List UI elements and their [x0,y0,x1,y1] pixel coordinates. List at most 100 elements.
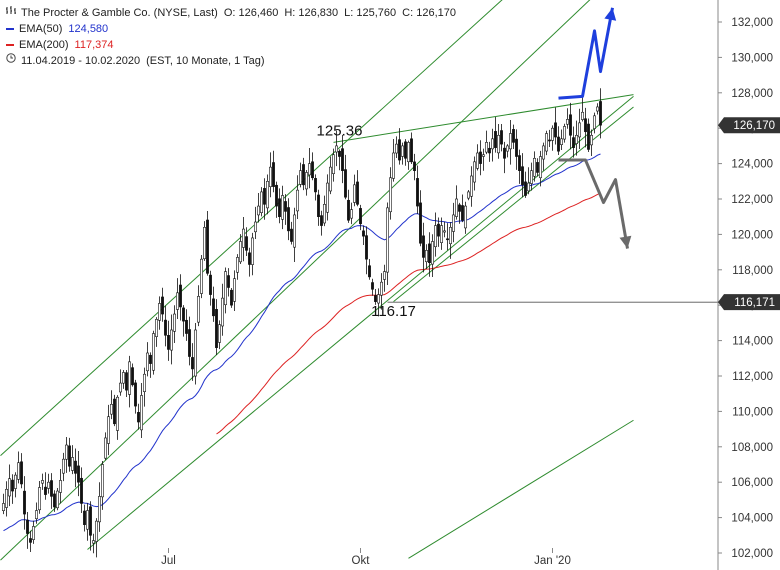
candle [149,352,152,378]
candle-body [11,479,14,492]
candle [428,232,431,277]
candle [122,369,125,389]
candle [47,473,50,494]
candle-body [350,209,353,219]
candle-body [362,230,365,237]
candle-body [272,162,275,187]
candle [458,202,461,224]
candle [170,314,173,365]
candle-body [539,156,542,179]
y-tick-label: 108,000 [731,442,773,454]
candle [500,123,503,152]
channel-mid-line [0,0,591,561]
candle [134,379,137,414]
candle-body [536,162,539,173]
candle [374,289,377,305]
candle-body [500,130,503,145]
y-tick-label: 130,000 [731,52,773,64]
x-tick-label: Jan '20 [534,555,571,567]
candle [290,221,293,245]
candle-body [296,189,299,212]
candle [353,174,356,207]
candle-body [119,382,122,393]
last-price-tag: 126,170 [733,120,775,132]
ohlc-close: 126,170 [416,7,456,19]
candle-body [128,361,131,395]
bullish-scenario-arrow-head [604,7,617,21]
candle-body [146,352,149,372]
candle [326,174,329,221]
candle-body [248,252,251,265]
candle-body [47,481,50,489]
candle-body [224,271,227,306]
ohlc-high: 126,830 [298,7,339,19]
y-tick-label: 112,000 [732,371,773,383]
candle [32,520,35,544]
candle-body [59,480,62,493]
candle-body [365,235,368,260]
candle [545,130,548,156]
candle-body [404,141,407,159]
candle-body [554,122,557,138]
candle-body [314,178,317,193]
candle-body [371,282,374,290]
candle-body [521,166,524,186]
ema200-line-group [216,192,601,435]
candle [200,255,203,299]
candle-body [485,142,488,153]
candle-body [518,155,521,171]
candle [332,148,335,182]
chart-legend: The Procter & Gamble Co. (NYSE, Last) O:… [6,5,456,69]
candle [92,533,95,554]
candle [581,96,584,122]
candle-body [188,329,191,357]
candle [569,102,572,150]
candle [347,189,350,223]
candle [599,88,602,139]
candle [419,190,422,247]
candle-body [326,182,329,213]
candle [44,472,47,500]
candle-body [92,540,95,544]
y-tick-label: 118,000 [732,265,773,277]
candle-body [209,274,212,295]
candle-body [131,367,134,386]
candle-body [581,111,584,120]
candle-body [599,101,602,126]
ohlc-low: 125,760 [356,7,397,19]
candle [542,142,545,171]
candle-body [290,228,293,242]
candle-body [104,437,107,459]
candle-body [506,145,509,152]
candle-body [548,139,551,142]
candle-body [2,503,5,511]
candle [194,322,197,385]
candle [140,382,143,439]
candle [320,210,323,236]
candle-body [437,223,440,237]
ema200-line [216,192,601,435]
candle-body [170,329,173,351]
candle [26,512,29,549]
candle-body [62,458,65,474]
candle [584,107,587,148]
candle-body [212,298,215,317]
legend-ema200-row: EMA(200) 117,374 [6,37,456,53]
candle [296,175,299,220]
candle-body [182,307,185,322]
candle [359,204,362,231]
candle [14,472,17,498]
y-tick-label: 132,000 [731,17,773,29]
candle [572,126,575,158]
candle-body [443,230,446,233]
candle [245,227,248,257]
candle-body [176,292,179,310]
ema50-line-group [3,153,601,532]
candle-body [587,123,590,150]
candle [116,395,119,440]
candle-body [32,526,35,540]
candle [179,274,182,321]
candle [509,120,512,165]
y-tick-label: 114,000 [732,336,773,348]
candle [371,278,374,296]
